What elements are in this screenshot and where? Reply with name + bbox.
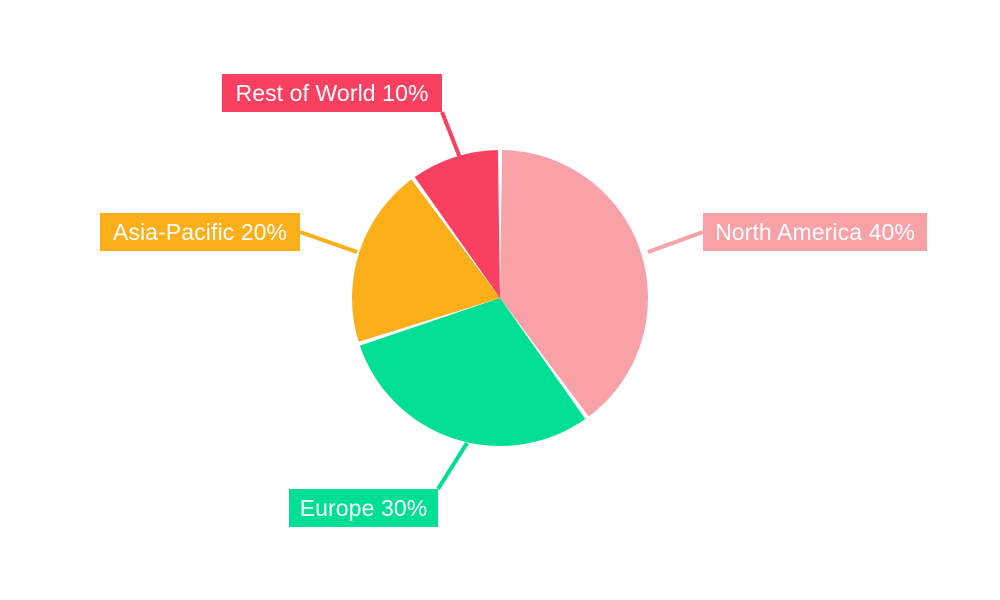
pie-slice-rest-of-world[interactable]	[414, 150, 500, 298]
leader-line-europe	[436, 441, 469, 491]
slice-label-rest-of-world: Rest of World 10%	[222, 74, 442, 112]
pie-slices-group	[352, 150, 649, 446]
pie-slice-europe[interactable]	[359, 298, 586, 446]
slice-label-europe: Europe 30%	[289, 489, 438, 527]
leader-line-north-america	[647, 230, 704, 254]
slice-label-north-america: North America 40%	[703, 213, 927, 251]
pie-slice-asia-pacific[interactable]	[352, 179, 500, 342]
pie-slice-north-america[interactable]	[500, 150, 649, 417]
slice-label-asia-pacific: Asia-Pacific 20%	[100, 213, 300, 251]
leader-line-asia-pacific	[299, 230, 358, 254]
